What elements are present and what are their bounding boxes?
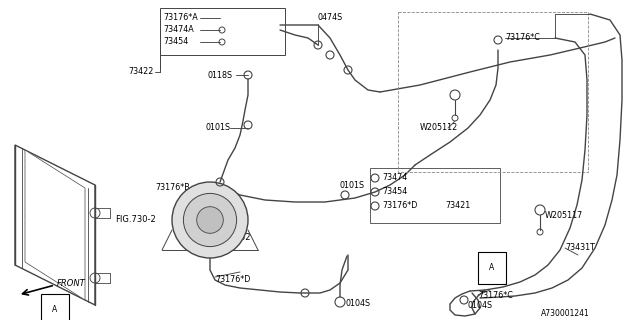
Polygon shape	[25, 150, 85, 300]
Text: 73176*C: 73176*C	[505, 34, 540, 43]
Polygon shape	[15, 145, 95, 305]
Text: 0104S: 0104S	[345, 300, 370, 308]
Circle shape	[184, 193, 237, 247]
Text: W205117: W205117	[545, 211, 583, 220]
Text: 0474S: 0474S	[318, 13, 343, 22]
Text: 73176*C: 73176*C	[478, 291, 513, 300]
Text: W205112: W205112	[420, 124, 458, 132]
Text: A: A	[52, 306, 58, 315]
Text: FIG.732: FIG.732	[218, 234, 250, 243]
Text: FIG.730-2: FIG.730-2	[115, 215, 156, 225]
Circle shape	[172, 182, 248, 258]
Text: 0101S: 0101S	[340, 180, 365, 189]
Text: FRONT: FRONT	[57, 279, 86, 289]
Text: 73176*B: 73176*B	[155, 183, 189, 193]
Text: A730001241: A730001241	[541, 309, 590, 318]
Text: 73454: 73454	[382, 188, 407, 196]
Text: 73454: 73454	[163, 37, 188, 46]
Text: 73474: 73474	[382, 173, 407, 182]
Text: 73176*D: 73176*D	[382, 202, 417, 211]
Bar	[370, 168, 500, 223]
Text: A: A	[490, 263, 495, 273]
Bar	[160, 8, 285, 55]
Text: 0101S: 0101S	[205, 124, 230, 132]
Circle shape	[196, 207, 223, 233]
Text: 73422: 73422	[128, 68, 154, 76]
Text: 73474A: 73474A	[163, 26, 194, 35]
Text: 0104S: 0104S	[468, 301, 493, 310]
Text: 73176*D: 73176*D	[215, 276, 250, 284]
Text: 73431T: 73431T	[565, 244, 595, 252]
Text: 73176*A: 73176*A	[163, 13, 198, 22]
Bar	[398, 12, 588, 172]
Text: 73421: 73421	[445, 202, 470, 211]
Text: 0118S: 0118S	[208, 70, 233, 79]
